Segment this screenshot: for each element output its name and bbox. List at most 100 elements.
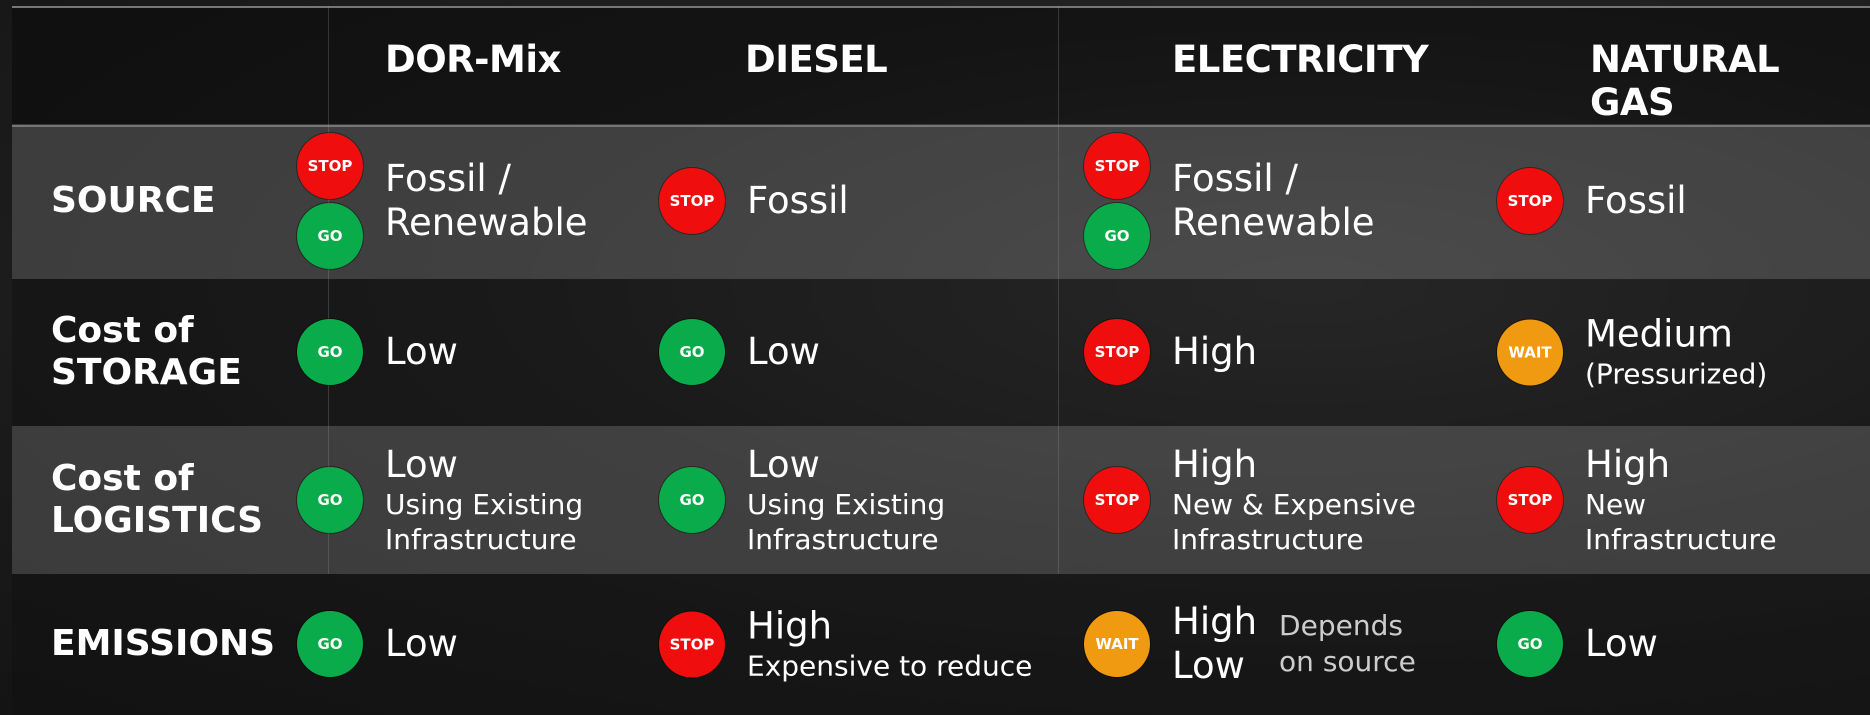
badge-stack: STOP bbox=[659, 168, 725, 234]
main-line: Renewable bbox=[1172, 201, 1375, 245]
badge-stack: WAIT bbox=[1497, 319, 1563, 385]
cell-text-column: Low bbox=[1585, 622, 1658, 666]
main-line: Fossil / bbox=[385, 157, 588, 201]
main-text: Low bbox=[747, 330, 820, 374]
main-line: High bbox=[1172, 600, 1257, 644]
status-badge: GO bbox=[297, 203, 363, 269]
main-line: Low bbox=[747, 330, 820, 374]
main-text: High bbox=[1585, 443, 1777, 487]
cell: STOP High bbox=[1084, 319, 1257, 385]
main-line: High bbox=[1172, 443, 1416, 487]
status-badge: GO bbox=[1084, 203, 1150, 269]
cell-text: Fossil /Renewable bbox=[385, 157, 588, 245]
row-label-line: Cost of bbox=[51, 458, 263, 500]
sub-line: Using Existing bbox=[385, 487, 583, 522]
main-line: Fossil bbox=[1585, 179, 1687, 223]
sub-line: (Pressurized) bbox=[1585, 357, 1767, 392]
cell: GO Low bbox=[297, 611, 458, 677]
badge-stack: STOP bbox=[1497, 467, 1563, 533]
main-line: Medium bbox=[1585, 313, 1767, 357]
slide: DOR-MixDIESELELECTRICITYNATURAL GASSOURC… bbox=[0, 0, 1870, 715]
status-badge: GO bbox=[297, 611, 363, 677]
main-text: Fossil /Renewable bbox=[385, 157, 588, 245]
sub-line: Infrastructure bbox=[1172, 522, 1416, 557]
cell-text-column: Fossil /Renewable bbox=[385, 157, 588, 245]
cell-text: HighNew & ExpensiveInfrastructure bbox=[1172, 443, 1416, 557]
status-badge: STOP bbox=[659, 168, 725, 234]
column-header: ELECTRICITY bbox=[1172, 38, 1428, 81]
row-label: SOURCE bbox=[51, 180, 216, 222]
sub-line: Using Existing bbox=[747, 487, 945, 522]
cell-text-column: High bbox=[1172, 330, 1257, 374]
sub-text: (Pressurized) bbox=[1585, 357, 1767, 392]
cell: STOP Fossil bbox=[1497, 168, 1687, 234]
main-text: Fossil /Renewable bbox=[1172, 157, 1375, 245]
cell-text: HighNewInfrastructure bbox=[1585, 443, 1777, 557]
status-badge: GO bbox=[297, 467, 363, 533]
main-text: High bbox=[747, 605, 1032, 649]
sub-text: Using ExistingInfrastructure bbox=[385, 487, 583, 557]
cell-text: Fossil /Renewable bbox=[1172, 157, 1375, 245]
note-line: Depends bbox=[1279, 608, 1416, 644]
badge-stack: WAIT bbox=[1084, 611, 1150, 677]
main-line: High bbox=[1585, 443, 1777, 487]
status-badge: GO bbox=[1497, 611, 1563, 677]
badge-stack: STOP bbox=[1084, 319, 1150, 385]
cell-text-column: HighExpensive to reduce bbox=[747, 605, 1032, 684]
badge-stack: GO bbox=[297, 319, 363, 385]
row-label: Cost ofSTORAGE bbox=[51, 310, 242, 394]
note-line: on source bbox=[1279, 644, 1416, 680]
cell-text-column: LowUsing ExistingInfrastructure bbox=[385, 443, 583, 557]
cell-text-column: Medium(Pressurized) bbox=[1585, 313, 1767, 392]
main-line: Low bbox=[747, 443, 945, 487]
cell: GO Low bbox=[297, 319, 458, 385]
status-badge: STOP bbox=[297, 133, 363, 199]
cell-text-column: Fossil bbox=[1585, 179, 1687, 223]
row-label-line: Cost of bbox=[51, 310, 242, 352]
sub-text: Using ExistingInfrastructure bbox=[747, 487, 945, 557]
badge-stack: STOP bbox=[1497, 168, 1563, 234]
status-badge: STOP bbox=[1084, 319, 1150, 385]
badge-stack: GO bbox=[659, 467, 725, 533]
status-badge: GO bbox=[659, 319, 725, 385]
cell: GO Low bbox=[1497, 611, 1658, 677]
row-label: EMISSIONS bbox=[51, 623, 275, 665]
cell: WAIT Medium(Pressurized) bbox=[1497, 313, 1767, 392]
status-badge: GO bbox=[297, 319, 363, 385]
row-label: Cost ofLOGISTICS bbox=[51, 458, 263, 542]
cell-text: HighExpensive to reduce bbox=[747, 605, 1032, 684]
main-line: Fossil bbox=[747, 179, 849, 223]
status-badge: GO bbox=[659, 467, 725, 533]
status-badge: WAIT bbox=[1497, 319, 1563, 385]
main-line: Renewable bbox=[385, 201, 588, 245]
cell-text-column: Fossil /Renewable bbox=[1172, 157, 1375, 245]
badge-stack: GO bbox=[297, 467, 363, 533]
status-badge: STOP bbox=[1084, 133, 1150, 199]
sub-line: New bbox=[1585, 487, 1777, 522]
cell-text: High bbox=[1172, 330, 1257, 374]
sub-line: Infrastructure bbox=[1585, 522, 1777, 557]
badge-stack: STOP bbox=[1084, 467, 1150, 533]
divider bbox=[1058, 6, 1059, 574]
badge-stack: GO bbox=[1497, 611, 1563, 677]
main-text: Low bbox=[385, 622, 458, 666]
cell-text-column: Low bbox=[385, 330, 458, 374]
main-text: Low bbox=[385, 443, 583, 487]
main-text: Low bbox=[1585, 622, 1658, 666]
status-badge: STOP bbox=[1084, 467, 1150, 533]
